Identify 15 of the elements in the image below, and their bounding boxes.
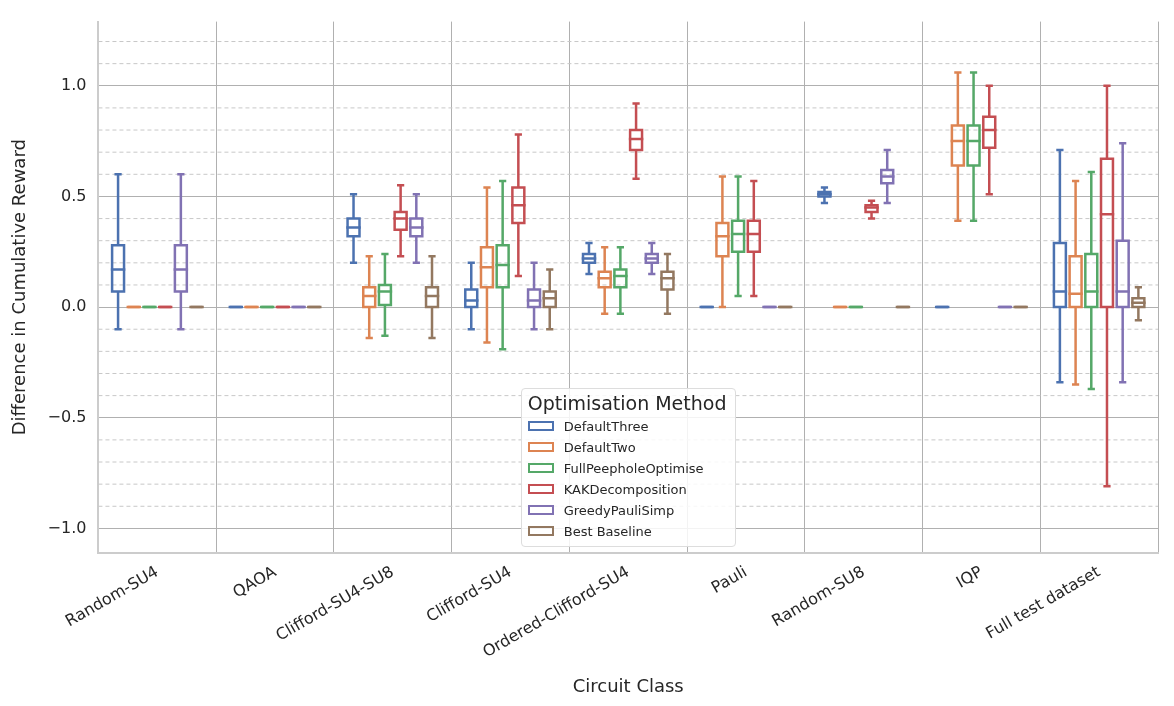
x-axis-title: Circuit Class xyxy=(572,674,684,696)
y-tick-label: −1.0 xyxy=(47,517,87,537)
legend-label: KAKDecomposition xyxy=(563,481,687,497)
y-tick-label: −0.5 xyxy=(47,406,87,426)
legend-title: Optimisation Method xyxy=(527,391,727,414)
legend-label: GreedyPauliSimp xyxy=(563,502,675,518)
y-tick-label: 0.5 xyxy=(61,185,87,205)
y-tick-label: 0.0 xyxy=(61,296,87,316)
y-axis-title: Difference in Cumulative Reward xyxy=(8,139,30,436)
y-tick-label: 1.0 xyxy=(61,74,87,94)
legend-label: FullPeepholeOptimise xyxy=(563,460,704,476)
x-tick-label: IQP xyxy=(952,561,986,592)
legend-label: Best Baseline xyxy=(563,523,652,539)
legend-label: DefaultThree xyxy=(563,418,649,434)
legend-label: DefaultTwo xyxy=(563,439,636,455)
